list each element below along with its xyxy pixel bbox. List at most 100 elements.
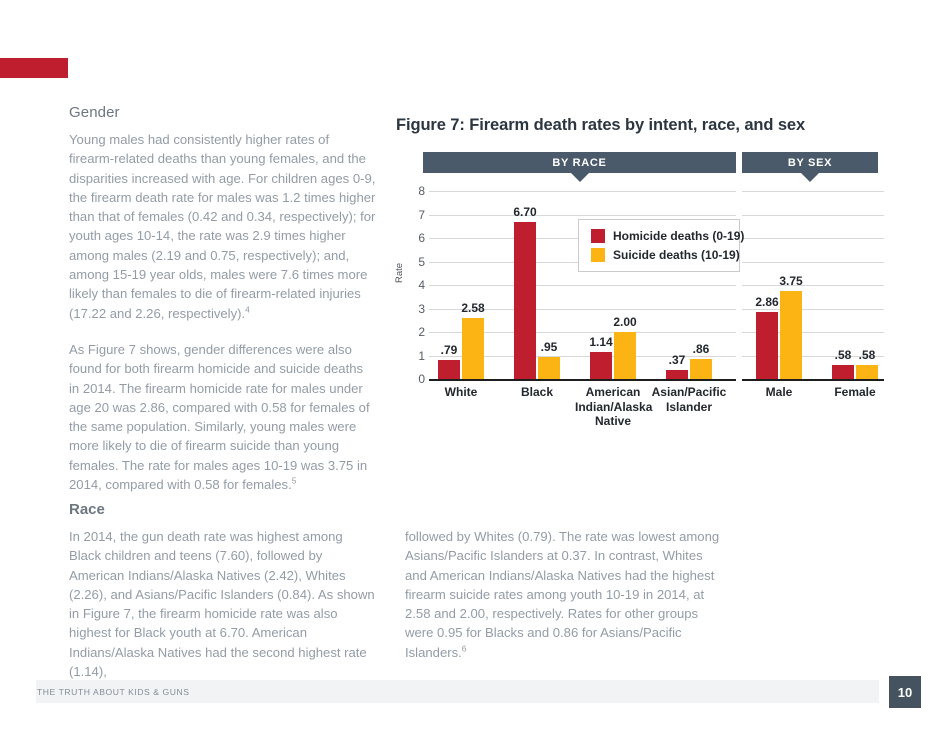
legend-item-homicide: Homicide deaths (0-19) <box>591 229 744 243</box>
chart-bar-fill <box>856 365 878 379</box>
gridline <box>742 355 884 357</box>
gridline <box>742 191 884 192</box>
x-axis-label: Female <box>817 385 893 400</box>
gender-paragraph-2: As Figure 7 shows, gender differences we… <box>69 340 376 494</box>
footnote-marker-5: 5 <box>291 475 297 486</box>
legend-label-suicide: Suicide deaths (10-19) <box>613 248 740 262</box>
chart-bar: .79 <box>438 191 460 379</box>
gender-paragraph-1: Young males had consistently higher rate… <box>69 130 376 323</box>
x-axis-labels: White Black American Indian/Alaska Native Asi… <box>429 385 884 439</box>
chart-bar-fill <box>462 318 484 379</box>
chart-bar-fill <box>590 352 612 379</box>
chart-bar-fill <box>780 290 802 379</box>
y-axis-tick-label: 8 <box>418 184 425 198</box>
chart-bar: 1.14 <box>589 191 613 379</box>
x-axis-label-line: Asian/Pacific <box>651 385 727 399</box>
chart-bar-fill <box>614 332 636 379</box>
y-axis-title: Rate <box>394 262 405 283</box>
bar-value-label: .86 <box>692 341 710 356</box>
bar-value-label: .58 <box>858 348 876 363</box>
x-axis-label-line: Islander <box>665 399 713 414</box>
bar-value-label: 2.86 <box>755 294 779 309</box>
y-axis-tick-label: 1 <box>418 348 425 363</box>
legend-swatch-homicide-icon <box>591 229 605 243</box>
footer-band <box>36 680 879 703</box>
chart-bar-fill <box>756 311 778 379</box>
gridline <box>742 332 884 333</box>
top-accent-block <box>0 58 68 78</box>
race-paragraph-left: In 2014, the gun death rate was highest … <box>69 529 375 680</box>
bar-value-label: .95 <box>540 339 558 354</box>
x-axis-label-line: White <box>444 385 478 399</box>
axis-baseline-sex <box>742 379 884 381</box>
bar-group: 1.14 2.00 <box>583 191 643 379</box>
chart-bar-fill <box>438 360 460 379</box>
chart-bar: .37 <box>666 191 688 379</box>
y-axis-tick-label: 2 <box>418 325 425 339</box>
x-axis-label-line: Female <box>834 385 876 399</box>
legend-swatch-suicide-icon <box>591 248 605 262</box>
bar-value-label: 1.14 <box>589 335 613 350</box>
gridline <box>429 214 736 216</box>
panel-header-by-race-label: BY RACE <box>552 156 607 169</box>
bar-group: .37 .86 <box>659 191 719 379</box>
y-axis-tick-label: 0 <box>418 372 425 386</box>
chart-bar: 2.00 <box>613 191 637 379</box>
x-axis-label-line: Native <box>594 414 632 428</box>
chart-bar: 2.58 <box>461 191 485 379</box>
gender-section: Gender Young males had consistently high… <box>69 104 376 494</box>
x-axis-label: American Indian/Alaska Native <box>575 385 652 429</box>
panel-header-by-sex: BY SEX <box>742 152 878 182</box>
y-axis-tick-label: 5 <box>418 254 425 269</box>
bar-value-label: .37 <box>668 353 686 368</box>
chart-bar-fill <box>666 370 688 379</box>
chart-bar: .58 <box>856 191 878 379</box>
gridline <box>429 332 736 333</box>
bar-group: .79 2.58 <box>431 191 491 379</box>
chart-bar: .86 <box>690 191 712 379</box>
gridline <box>429 355 736 357</box>
race-column-right: followed by Whites (0.79). The rate was … <box>405 527 720 681</box>
race-paragraph-right-text: followed by Whites (0.79). The rate was … <box>405 529 720 660</box>
footnote-marker-4: 4 <box>245 304 250 315</box>
chart-bar: 3.75 <box>779 191 803 379</box>
bar-value-label: 6.70 <box>513 204 537 219</box>
gridline <box>742 261 884 263</box>
bar-value-label: 2.58 <box>461 301 485 316</box>
gridline <box>742 308 884 310</box>
page-number-badge: 10 <box>889 676 921 708</box>
x-axis-label: Asian/Pacific Islander <box>651 385 727 414</box>
gridline <box>429 308 736 310</box>
panel-header-by-race: BY RACE <box>423 152 736 182</box>
race-heading: Race <box>69 501 105 518</box>
panel-pointer-sex-icon <box>801 173 819 182</box>
chart-bar-fill <box>514 221 536 379</box>
gridline <box>742 238 884 239</box>
footnote-marker-6: 6 <box>461 643 467 654</box>
legend-item-suicide: Suicide deaths (10-19) <box>591 248 740 262</box>
race-section: Race In 2014, the gun death rate was hig… <box>69 501 879 681</box>
chart-legend: Homicide deaths (0-19) Suicide deaths (1… <box>578 219 744 272</box>
x-axis-label-line: American <box>585 385 641 399</box>
race-column-left: In 2014, the gun death rate was highest … <box>69 527 376 681</box>
gridline <box>429 191 736 192</box>
bar-value-label: 3.75 <box>779 273 803 288</box>
bar-group: .58 .58 <box>825 191 885 379</box>
gender-paragraph-2-text: As Figure 7 shows, gender differences we… <box>69 341 370 493</box>
bar-group: 2.86 3.75 <box>749 191 809 379</box>
gender-heading: Gender <box>69 104 120 121</box>
y-axis-tick-label: 4 <box>418 278 425 292</box>
x-axis-label-line: Male <box>765 385 793 399</box>
bar-group: 6.70 .95 <box>507 191 567 379</box>
panel-pointer-race-icon <box>570 173 589 182</box>
chart-bar: .58 <box>832 191 854 379</box>
footer-text: THE TRUTH ABOUT KIDS & GUNS <box>37 687 190 697</box>
chart-bar-fill <box>690 358 712 379</box>
chart-area: Rate 0 1 2 3 4 5 6 7 8 .79 2.58 6.70 .95 1.14 2.00 .37… <box>394 184 886 441</box>
y-axis-tick-label: 6 <box>418 231 425 245</box>
chart-bar: .95 <box>538 191 560 379</box>
panel-header-by-sex-label: BY SEX <box>787 156 833 169</box>
gridline <box>429 285 736 286</box>
bar-value-label: .79 <box>440 343 458 358</box>
figure-7: Figure 7: Firearm death rates by intent,… <box>394 116 886 441</box>
